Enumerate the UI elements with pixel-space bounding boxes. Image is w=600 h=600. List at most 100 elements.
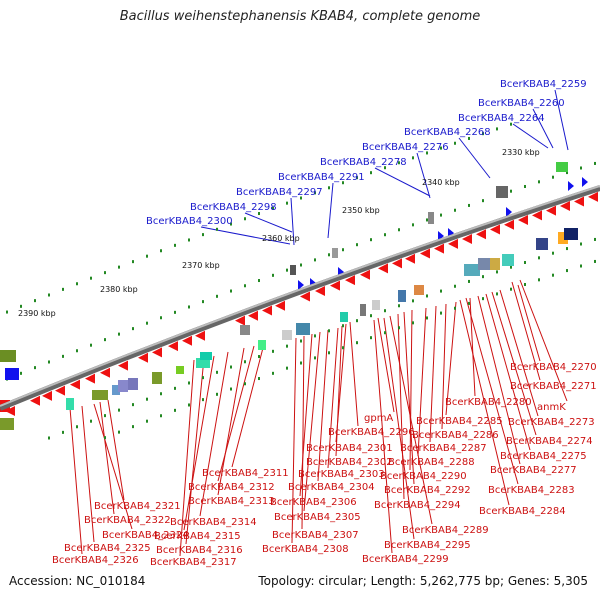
upper-leader-line <box>290 197 295 246</box>
scale-tick <box>146 254 148 258</box>
lower-gene-label: BcerKBAB4_2316 <box>156 545 243 556</box>
lower-leader-line <box>491 291 537 436</box>
scale-tick <box>552 175 554 179</box>
gene-features <box>0 162 598 430</box>
scale-tick <box>356 341 358 345</box>
upper-leader-line <box>244 212 293 233</box>
lower-leader-line <box>327 327 339 469</box>
feature-block <box>296 323 310 335</box>
scale-tick <box>118 332 120 336</box>
lower-leader-line <box>217 347 245 496</box>
feature-block <box>118 380 128 392</box>
scale-tick <box>272 273 274 277</box>
scale-tick <box>468 136 470 140</box>
forward-gene <box>546 205 556 216</box>
scale-tick <box>412 321 414 325</box>
feature-block <box>196 358 210 368</box>
forward-gene <box>476 229 486 240</box>
upper-leader-line <box>327 182 334 239</box>
feature-block <box>66 398 74 410</box>
scale-tick <box>76 282 78 286</box>
forward-gene <box>30 395 40 406</box>
lower-gene-label: BcerKBAB4_2285 <box>416 416 503 427</box>
lower-gene-label: BcerKBAB4_2299 <box>362 554 449 565</box>
scale-tick <box>244 217 246 221</box>
scale-tick <box>412 156 414 160</box>
lower-gene-label: BcerKBAB4_2289 <box>402 525 489 536</box>
lower-gene-label: BcerKBAB4_2313 <box>188 496 275 507</box>
scale-tick <box>90 419 92 423</box>
lower-leader-line <box>349 321 359 427</box>
lower-leader-line <box>301 335 305 530</box>
scale-tick <box>146 397 148 401</box>
scale-tick <box>202 398 204 402</box>
scale-tick <box>384 331 386 335</box>
scale-tick <box>538 180 540 184</box>
lower-gene-label: BcerKBAB4_2301 <box>306 443 393 454</box>
lower-leader-line <box>499 289 539 417</box>
upper-leader-line <box>458 137 491 179</box>
scale-tick <box>188 238 190 242</box>
feature-block <box>152 372 162 384</box>
feature-block <box>332 248 338 258</box>
upper-gene-label: BcerKBAB4_2276 <box>362 142 449 153</box>
lower-leader-line <box>69 407 83 555</box>
reverse-gene <box>506 207 512 217</box>
scale-tick <box>384 166 386 170</box>
scale-tick <box>510 265 512 269</box>
scale-tick <box>174 408 176 412</box>
upper-gene-label: BcerKBAB4_2300 <box>146 216 233 227</box>
lower-gene-label: BcerKBAB4_2306 <box>270 497 357 508</box>
scale-tick <box>160 392 162 396</box>
scale-tick <box>356 176 358 180</box>
scale-tick <box>342 324 344 328</box>
lower-gene-label: BcerKBAB4_2326 <box>52 555 139 566</box>
lower-leader-line <box>465 297 519 485</box>
scale-tick <box>482 297 484 301</box>
lower-gene-label: BcerKBAB4_2286 <box>412 430 499 441</box>
feature-block <box>414 285 424 295</box>
scale-tick <box>524 184 526 188</box>
scale-tick <box>314 258 316 262</box>
forward-gene <box>392 258 402 269</box>
upper-leader-line <box>554 89 569 151</box>
lower-gene-label: BcerKBAB4_2295 <box>384 540 471 551</box>
scale-tick <box>328 186 330 190</box>
feature-block <box>556 162 568 172</box>
reverse-gene <box>568 181 574 191</box>
forward-gene <box>420 248 430 259</box>
lower-leader-line <box>377 317 395 413</box>
scale-tick <box>286 268 288 272</box>
feature-block <box>558 232 568 244</box>
scale-tick <box>48 360 50 364</box>
upper-gene-label: BcerKBAB4_2291 <box>278 172 365 183</box>
scale-tick <box>342 248 344 252</box>
label-lines <box>69 89 569 557</box>
lower-leader-line <box>335 325 343 457</box>
scale-tick <box>454 306 456 310</box>
lower-leader-line <box>199 351 229 517</box>
scale-tick <box>188 305 190 309</box>
backbone-arc <box>0 185 600 411</box>
scale-tick <box>244 360 246 364</box>
scale-tick <box>286 366 288 370</box>
upper-gene-label: BcerKBAB4_2278 <box>320 157 407 168</box>
scale-tick <box>188 381 190 385</box>
feature-block <box>502 254 514 266</box>
feature-block <box>464 264 480 276</box>
feature-block <box>478 258 490 270</box>
feature-block <box>340 312 348 322</box>
scale-tick <box>412 299 414 303</box>
scale-label: 2390 kbp <box>18 309 56 318</box>
scale-tick <box>20 304 22 308</box>
forward-gene <box>152 347 162 358</box>
feature-block <box>5 368 19 380</box>
scale-tick <box>216 370 218 374</box>
scale-tick <box>286 344 288 348</box>
scale-tick <box>244 284 246 288</box>
forward-gene <box>490 224 500 235</box>
lower-gene-label: BcerKBAB4_2307 <box>272 530 359 541</box>
scale-tick <box>426 218 428 222</box>
forward-gene <box>360 269 370 280</box>
scale-tick <box>202 300 204 304</box>
